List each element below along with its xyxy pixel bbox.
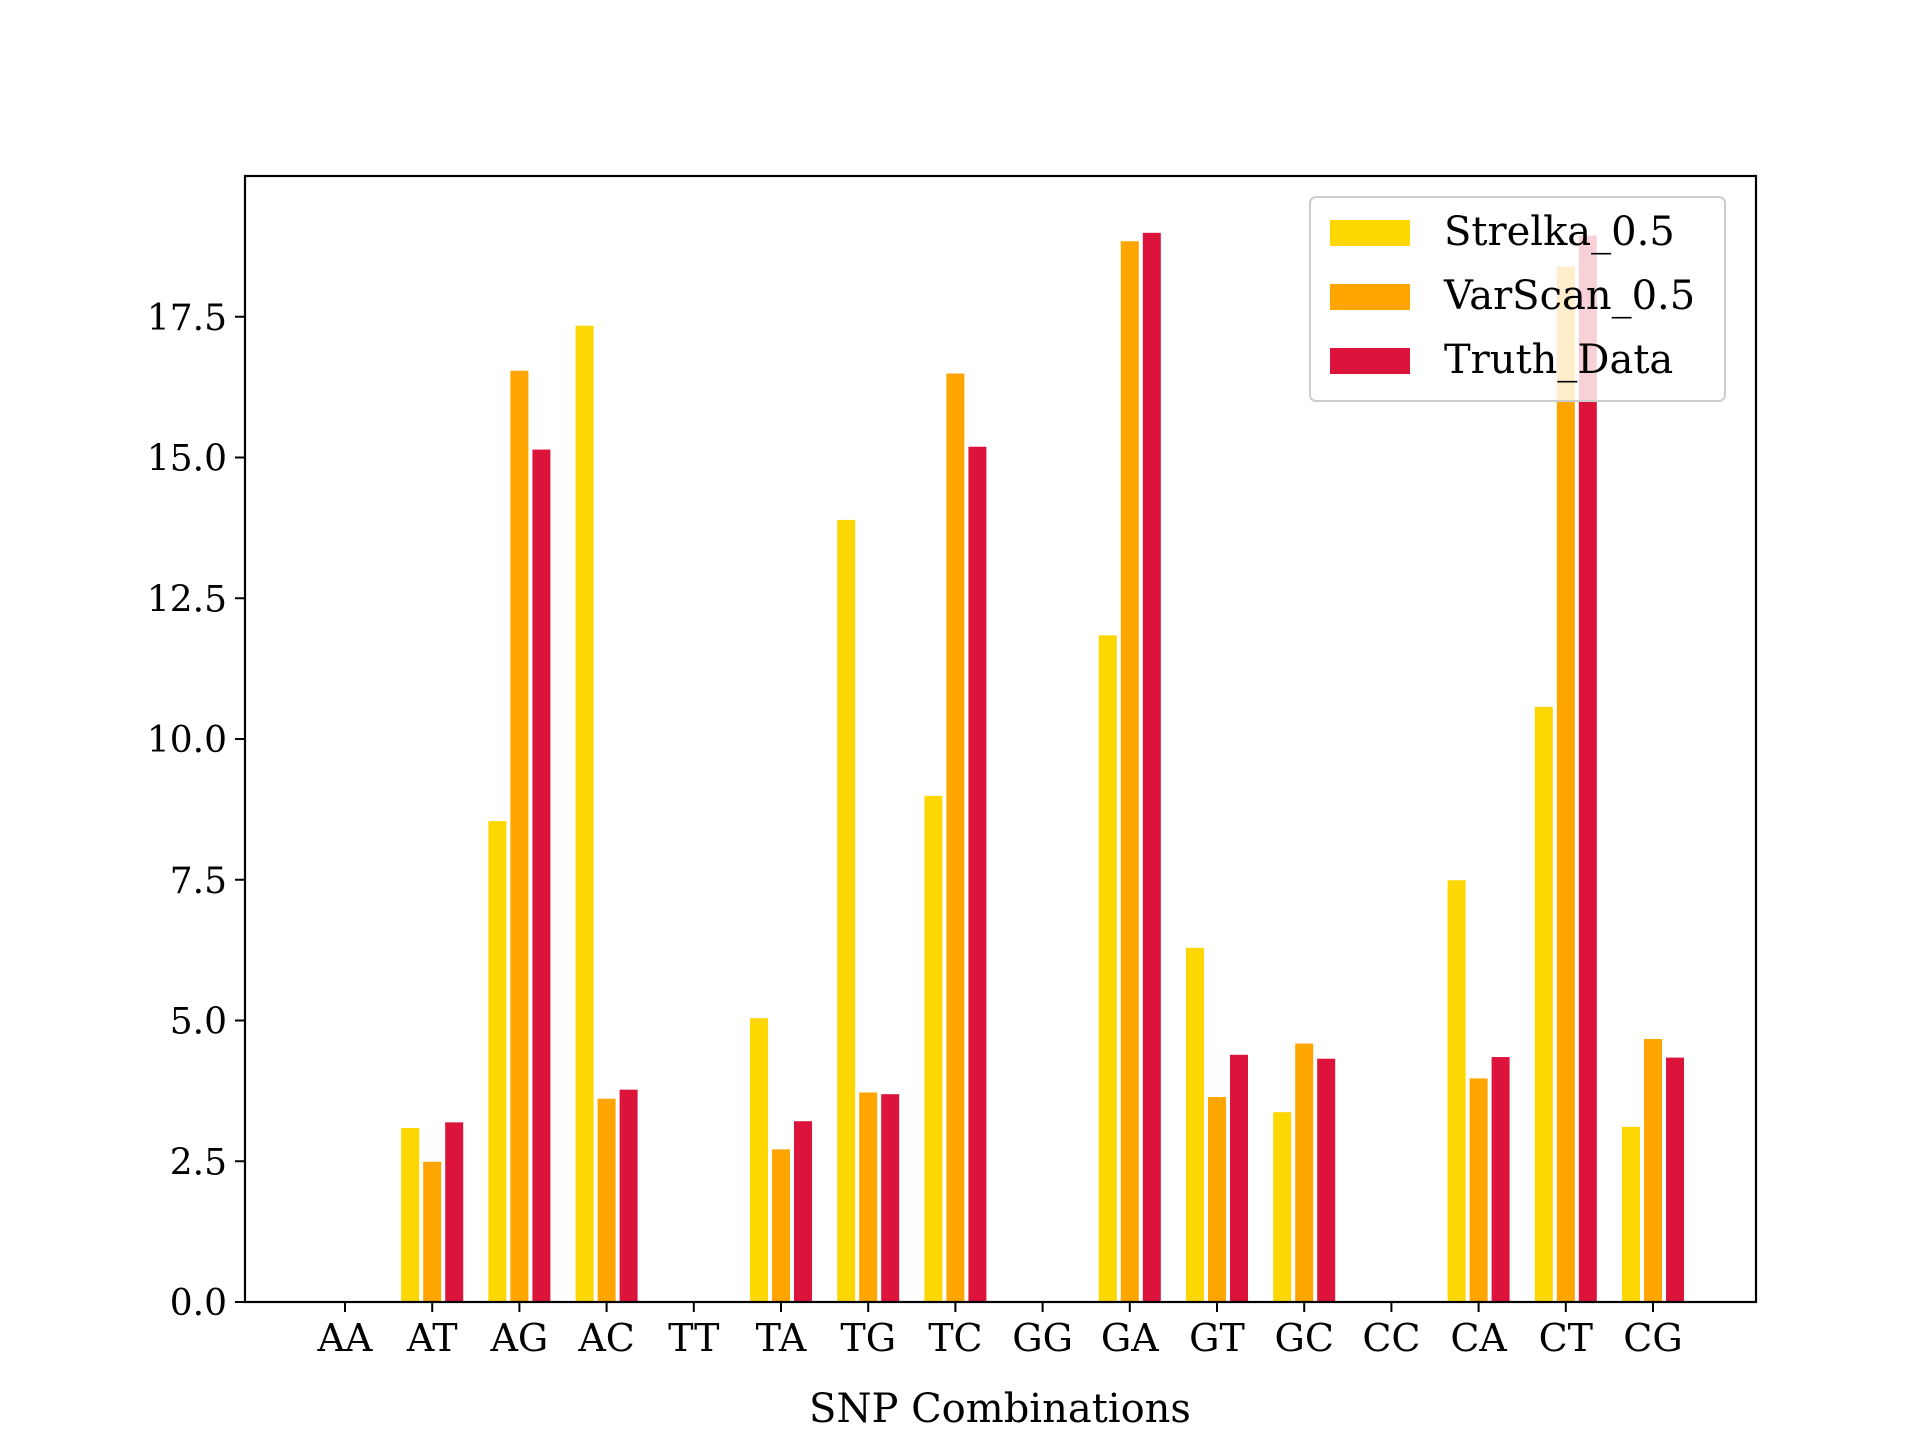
bar-varscan-0-5-cg (1643, 1038, 1663, 1303)
bar-strelka-0-5-gt (1185, 946, 1205, 1303)
x-tick-label-at: AT (406, 1316, 458, 1360)
bar-truth-data-cg (1665, 1056, 1685, 1303)
bar-varscan-0-5-gc (1294, 1042, 1315, 1303)
y-tick-label: 0.0 (170, 1283, 227, 1324)
y-axis: 0.0 2.5 5.0 7.5 10.0 12.5 15.0 17.5 (147, 298, 245, 1324)
legend-swatch-truth-data (1330, 348, 1410, 374)
bar-varscan-0-5-tg (858, 1091, 879, 1303)
legend-label-truth-data: Truth_Data (1444, 337, 1673, 383)
legend-swatch-strelka-0-5 (1330, 220, 1410, 246)
x-axis: AA AT AG AC TT TA TG TC GG GA GT GC CC CA CT CG (317, 1302, 1683, 1360)
bar-truth-data-gt (1229, 1053, 1249, 1303)
legend-label-varscan-0-5: VarScan_0.5 (1443, 273, 1695, 319)
bar-strelka-0-5-ag (487, 820, 508, 1303)
x-tick-label-ca: CA (1450, 1316, 1507, 1360)
legend-box (1309, 196, 1726, 402)
x-tick-label-aa: AA (317, 1316, 373, 1360)
x-tick-label-gg: GG (1012, 1316, 1073, 1360)
bar-truth-data-at (444, 1121, 465, 1303)
bar-strelka-0-5-ga (1097, 634, 1118, 1303)
y-tick-label: 2.5 (170, 1142, 227, 1183)
bar-varscan-0-5-at (422, 1160, 443, 1303)
x-tick-label-tg: TG (840, 1316, 896, 1360)
bar-truth-data-ta (793, 1120, 813, 1303)
bar-truth-data-tg (880, 1093, 901, 1303)
legend-label-strelka-0-5: Strelka_0.5 (1444, 209, 1675, 255)
bar-varscan-0-5-ta (771, 1148, 791, 1303)
bar-truth-data-gc (1316, 1057, 1337, 1303)
bar-varscan-0-5-tc (945, 372, 966, 1303)
bar-strelka-0-5-ta (749, 1017, 769, 1303)
legend-swatch-varscan-0-5 (1330, 284, 1410, 310)
x-tick-label-gt: GT (1189, 1316, 1245, 1360)
x-tick-label-ta: TA (756, 1316, 807, 1360)
bar-varscan-0-5-ct (1555, 265, 1576, 1303)
y-tick-label: 5.0 (170, 1002, 227, 1043)
y-tick-label: 12.5 (147, 579, 227, 620)
bar-varscan-0-5-ca (1468, 1077, 1489, 1303)
bar-varscan-0-5-ag (509, 369, 530, 1303)
bar-varscan-0-5-ga (1119, 240, 1140, 1303)
y-tick-label: 17.5 (147, 298, 227, 339)
bar-strelka-0-5-tc (923, 794, 944, 1303)
x-tick-label-cg: CG (1623, 1316, 1682, 1360)
bars-layer (400, 231, 1685, 1303)
y-tick-label: 15.0 (147, 439, 227, 480)
x-tick-label-ga: GA (1101, 1316, 1159, 1360)
x-tick-label-cc: CC (1362, 1316, 1420, 1360)
x-tick-label-ag: AG (489, 1316, 548, 1360)
x-tick-label-ac: AC (577, 1316, 635, 1360)
x-tick-label-ct: CT (1539, 1316, 1593, 1360)
bar-strelka-0-5-at (400, 1126, 421, 1303)
bar-strelka-0-5-gc (1272, 1111, 1293, 1303)
x-tick-label-tt: TT (668, 1316, 719, 1360)
y-tick-label: 7.5 (170, 861, 227, 902)
bar-truth-data-ga (1141, 231, 1162, 1303)
x-axis-label: SNP Combinations (809, 1386, 1191, 1432)
y-tick-label: 10.0 (147, 720, 227, 761)
bar-truth-data-ac (618, 1088, 639, 1303)
bar-truth-data-tc (967, 445, 988, 1303)
bar-varscan-0-5-gt (1207, 1096, 1227, 1303)
bar-strelka-0-5-ca (1446, 879, 1467, 1303)
bar-strelka-0-5-ct (1533, 705, 1554, 1303)
bar-strelka-0-5-cg (1621, 1125, 1641, 1303)
x-tick-label-gc: GC (1274, 1316, 1333, 1360)
bar-strelka-0-5-tg (836, 518, 857, 1303)
bar-strelka-0-5-ac (574, 324, 595, 1303)
x-tick-label-tc: TC (928, 1316, 982, 1360)
bar-varscan-0-5-ac (596, 1097, 617, 1303)
bar-truth-data-ag (531, 448, 552, 1303)
bar-truth-data-ca (1490, 1056, 1511, 1303)
legend: Strelka_0.5 VarScan_0.5 Truth_Data (1309, 196, 1726, 402)
